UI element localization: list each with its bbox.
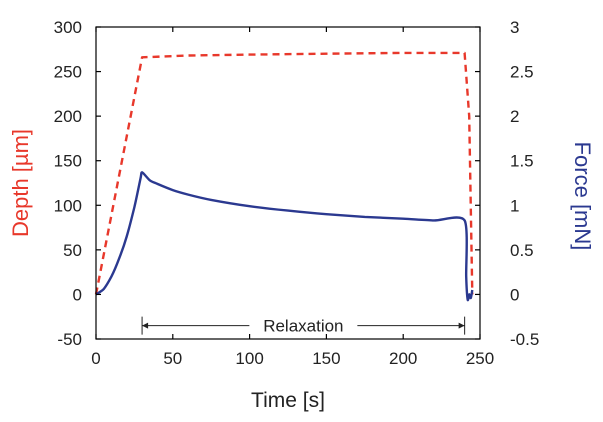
- y-left-tick-label: 0: [73, 285, 82, 304]
- y-right-tick-label: 1.5: [510, 152, 534, 171]
- depth-series-line: [94, 51, 474, 295]
- axis-layer: 0 50 100 150 200 250 -50 0 50 100 150 200 250 300 -0.5…: [54, 18, 540, 368]
- y-right-tick-label: 0.5: [510, 241, 534, 260]
- series-layer: [94, 51, 474, 302]
- y-left-tick-label: 200: [54, 107, 82, 126]
- x-tick-label: 100: [235, 349, 263, 368]
- y-right-tick-label: 3: [510, 18, 519, 37]
- x-tick-label: 250: [466, 349, 494, 368]
- x-tick-label: 0: [91, 349, 100, 368]
- y-left-tick-label: 150: [54, 152, 82, 171]
- annotation-label: Relaxation: [263, 317, 343, 336]
- x-tick-label: 150: [312, 349, 340, 368]
- y-right-tick-label: 0: [510, 285, 519, 304]
- y-right-tick-label: 2.5: [510, 63, 534, 82]
- force-series-line: [95, 171, 474, 302]
- y-left-tick-label: -50: [57, 330, 82, 349]
- x-tick-label: 50: [163, 349, 182, 368]
- annotation-arrowhead-left: [142, 322, 149, 329]
- plot-frame: [95, 26, 481, 340]
- y-left-tick-label: 100: [54, 196, 82, 215]
- y-right-tick-label: 1: [510, 196, 519, 215]
- x-axis-title: Time [s]: [251, 389, 325, 412]
- y-right-tick-label: -0.5: [510, 330, 539, 349]
- annotation-arrowhead-right: [458, 322, 465, 329]
- y-left-tick-label: 50: [63, 241, 82, 260]
- x-tick-label: 200: [389, 349, 417, 368]
- y-left-tick-label: 300: [54, 18, 82, 37]
- y-right-tick-label: 2: [510, 107, 519, 126]
- y-axis-title-right: Force [mN]: [570, 142, 595, 251]
- y-axis-title-left: Depth [µm]: [8, 129, 33, 237]
- y-left-tick-label: 250: [54, 63, 82, 82]
- annotation-layer: Relaxation: [141, 316, 466, 336]
